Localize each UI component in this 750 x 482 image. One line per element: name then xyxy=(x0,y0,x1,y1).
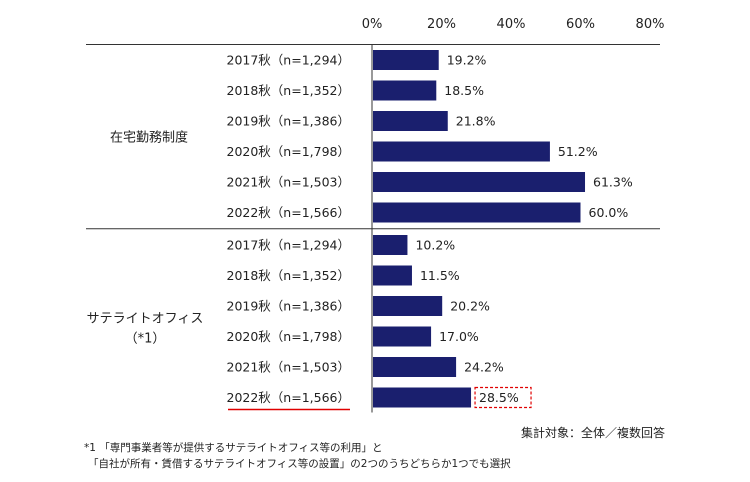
x-tick-label: 80% xyxy=(636,17,665,32)
category-label: 2019秋（n=1,386） xyxy=(227,114,351,129)
group-label: サテライトオフィス xyxy=(87,311,204,326)
category-label: 2017秋（n=1,294） xyxy=(227,53,351,68)
value-label: 20.2% xyxy=(450,299,490,314)
value-label: 11.5% xyxy=(420,268,460,283)
bar xyxy=(373,141,550,162)
bar xyxy=(373,296,443,316)
value-label: 60.0% xyxy=(589,205,629,220)
x-tick-label: 20% xyxy=(427,17,456,32)
value-label: 24.2% xyxy=(464,360,504,375)
group-label: 在宅勤務制度 xyxy=(110,129,188,145)
value-label: 17.0% xyxy=(439,329,479,344)
value-label: 18.5% xyxy=(444,83,484,98)
category-label: 2018秋（n=1,352） xyxy=(227,268,351,283)
category-label: 2018秋（n=1,352） xyxy=(227,83,351,98)
category-label: 2020秋（n=1,798） xyxy=(227,144,351,159)
bar xyxy=(373,111,448,131)
value-label: 21.8% xyxy=(456,114,496,129)
x-tick-label: 40% xyxy=(497,17,526,32)
category-label: 2019秋（n=1,386） xyxy=(227,299,351,314)
value-label: 19.2% xyxy=(447,53,487,68)
bar xyxy=(373,326,432,347)
category-label: 2021秋（n=1,503） xyxy=(227,175,351,190)
value-label: 10.2% xyxy=(415,238,455,253)
value-label: 28.5% xyxy=(479,390,519,405)
bar xyxy=(373,235,408,255)
footnote-line-1: *1 「専門事業者等が提供するサテライトオフィス等の利用」と xyxy=(84,442,383,454)
category-label: 2020秋（n=1,798） xyxy=(227,329,351,344)
category-label: 2017秋（n=1,294） xyxy=(227,238,351,253)
x-tick-label: 0% xyxy=(362,17,383,32)
category-label: 2022秋（n=1,566） xyxy=(227,205,351,220)
bar xyxy=(373,50,439,70)
bar xyxy=(373,387,472,408)
x-tick-label: 60% xyxy=(566,17,595,32)
bar xyxy=(373,357,457,377)
highlight-box xyxy=(474,386,532,409)
category-label: 2021秋（n=1,503） xyxy=(227,360,351,375)
value-label: 61.3% xyxy=(593,175,633,190)
category-label: 2022秋（n=1,566） xyxy=(227,390,351,405)
group-label-line2: （*1） xyxy=(125,331,166,346)
value-label: 51.2% xyxy=(558,144,598,159)
bar xyxy=(373,80,437,101)
bar xyxy=(373,202,581,223)
bar xyxy=(373,172,586,192)
footnote-line-2: 「自社が所有・賃借するサテライトオフィス等の設置」の2つのうちどちらか1つでも選… xyxy=(88,458,511,470)
aggregation-note: 集計対象：全体／複数回答 xyxy=(521,426,666,440)
bar xyxy=(373,265,412,286)
